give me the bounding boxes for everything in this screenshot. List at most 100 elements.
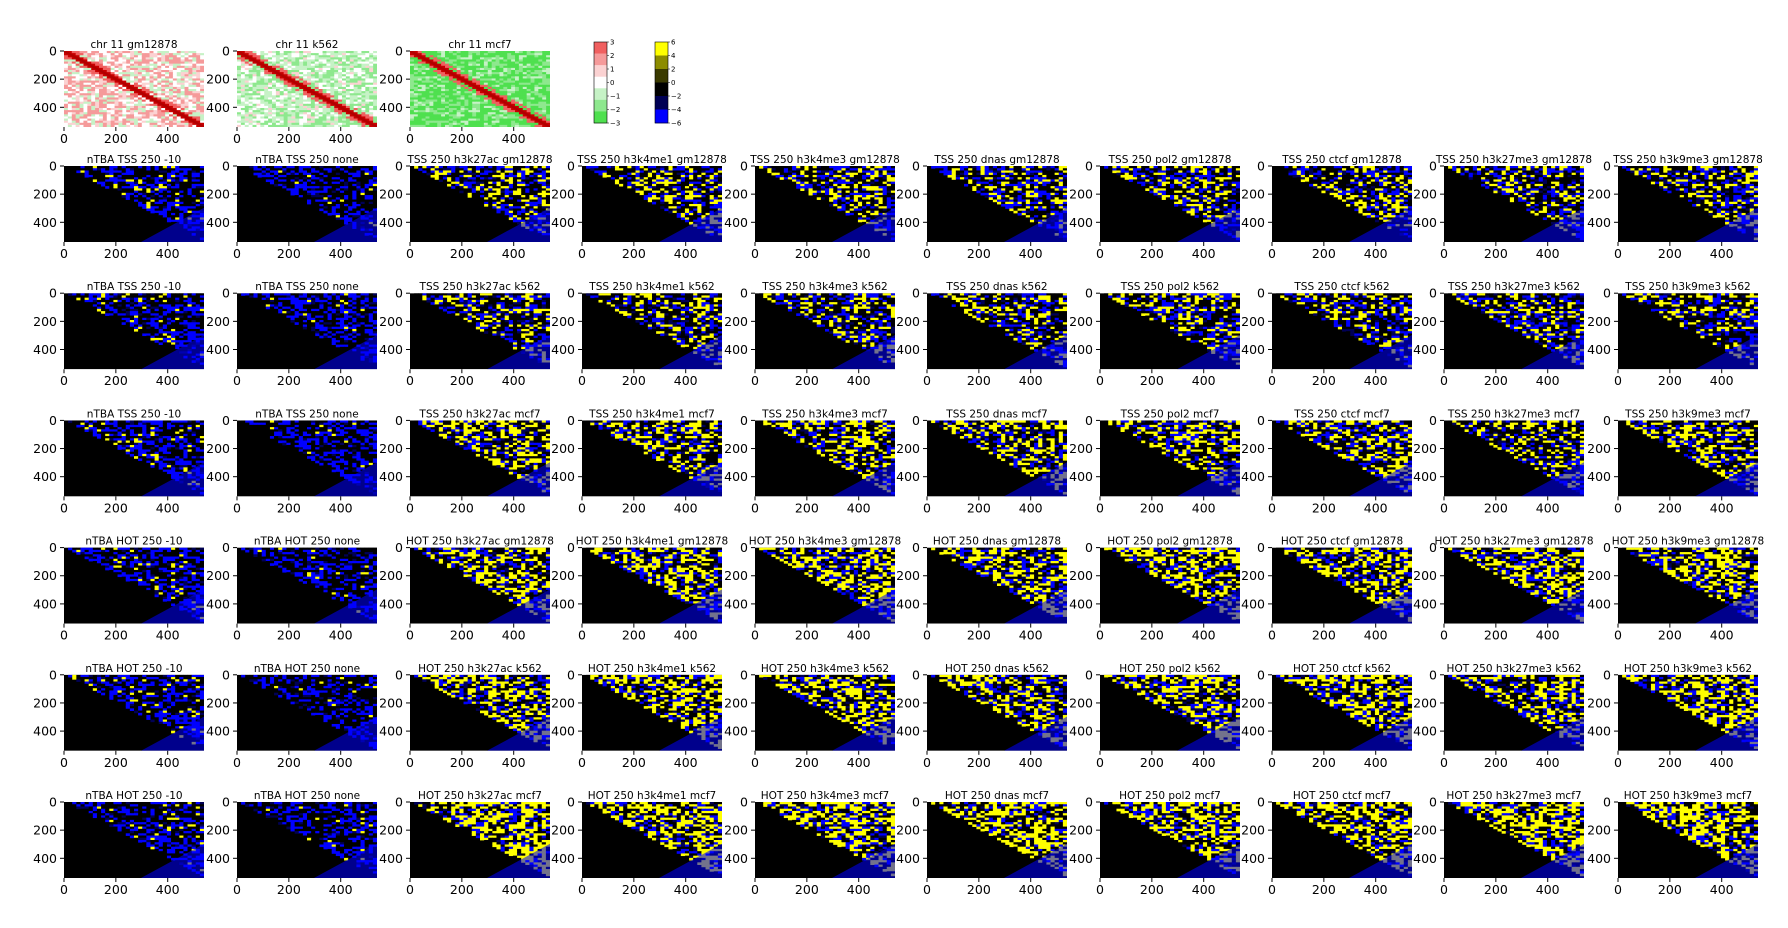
heatmap-cell	[464, 84, 469, 88]
heatmap-cell	[244, 57, 250, 60]
heatmap-cell	[373, 74, 377, 77]
heatmap-cell	[145, 76, 150, 79]
heatmap-cell	[331, 204, 337, 207]
heatmap-cell	[110, 74, 115, 77]
heatmap-cell	[448, 95, 454, 98]
heatmap-cell	[345, 51, 351, 54]
heatmap-cell	[165, 74, 170, 77]
heatmap-cell	[344, 208, 349, 212]
heatmap-cell	[196, 120, 201, 124]
heatmap-cell	[307, 78, 312, 81]
heatmap-cell	[91, 99, 96, 103]
heatmap-cell	[339, 192, 345, 196]
heatmap-cell	[456, 53, 461, 56]
heatmap-cell	[518, 51, 524, 54]
heatmap-cell	[353, 67, 358, 71]
heatmap-cell	[264, 57, 269, 60]
heatmap-cell	[200, 110, 204, 113]
heatmap-cell	[137, 84, 143, 88]
heatmap-cell	[307, 183, 312, 187]
heatmap-cell	[141, 103, 147, 107]
heatmap-cell	[106, 97, 112, 100]
heatmap-cell	[287, 63, 292, 67]
heatmap-cell	[183, 168, 188, 171]
heatmap-cell	[179, 206, 184, 209]
heatmap-cell	[109, 166, 114, 169]
heatmap-cell	[150, 197, 155, 200]
heatmap-cell	[248, 51, 253, 54]
heatmap-cell	[323, 201, 328, 205]
heatmap-cell	[368, 197, 374, 200]
heatmap-cell	[318, 124, 323, 127]
heatmap-cell	[122, 116, 127, 119]
heatmap-cell	[150, 166, 155, 169]
heatmap-cell	[196, 110, 201, 113]
heatmap-cell	[417, 118, 423, 122]
heatmap-cell	[433, 76, 438, 79]
heatmap-cell	[272, 112, 277, 115]
heatmap-cell	[106, 112, 112, 115]
heatmap-cell	[357, 55, 362, 58]
heatmap-cell	[483, 124, 489, 127]
heatmap-cell	[126, 55, 131, 58]
heatmap-cell	[413, 86, 419, 90]
heatmap-cell	[150, 179, 155, 183]
heatmap-cell	[295, 108, 300, 111]
heatmap-cell	[149, 80, 154, 84]
heatmap-cell	[310, 118, 316, 122]
heatmap-cell	[92, 179, 98, 183]
heatmap-cell	[256, 114, 261, 117]
heatmap-cell	[83, 59, 88, 62]
heatmap-cell	[274, 181, 279, 185]
heatmap-cell	[503, 124, 508, 127]
heatmap-cell	[331, 210, 337, 214]
heatmap-cell	[172, 89, 178, 92]
heatmap-cell	[331, 183, 337, 187]
heatmap-cell	[448, 120, 454, 124]
heatmap-cell	[542, 57, 547, 60]
heatmap-cell	[361, 112, 366, 115]
heatmap-cell	[141, 51, 147, 54]
heatmap-cell	[515, 105, 520, 109]
heatmap-cell	[99, 93, 104, 96]
heatmap-cell	[546, 65, 550, 69]
heatmap-cell	[137, 95, 143, 98]
heatmap-cell	[187, 208, 193, 212]
heatmap-cell	[511, 84, 516, 88]
heatmap-cell	[157, 114, 162, 117]
heatmap-cell	[166, 219, 172, 223]
heatmap-cell	[357, 74, 362, 77]
heatmap-cell	[87, 91, 92, 94]
heatmap-cell	[518, 70, 524, 73]
heatmap-cell	[180, 99, 185, 103]
heatmap-cell	[425, 78, 430, 81]
heatmap-cell	[542, 116, 547, 119]
heatmap-cell	[344, 197, 349, 200]
heatmap-cell	[360, 190, 366, 194]
heatmap-cell	[118, 82, 123, 86]
heatmap-cell	[149, 70, 154, 73]
heatmap-cell	[410, 65, 415, 69]
heatmap-cell	[437, 67, 442, 71]
heatmap-cell	[437, 61, 442, 65]
heatmap-cell	[102, 97, 108, 100]
heatmap-cell	[134, 179, 139, 183]
heatmap-cell	[244, 78, 250, 81]
heatmap-cell	[118, 67, 123, 71]
heatmap-cell	[330, 108, 335, 111]
heatmap-cell	[456, 118, 461, 122]
heatmap-cell	[91, 97, 96, 100]
heatmap-cell	[311, 183, 316, 187]
heatmap-cell	[248, 55, 253, 58]
heatmap-cell	[526, 53, 531, 56]
heatmap-cell	[87, 76, 92, 79]
heatmap-cell	[169, 51, 174, 54]
heatmap-cell	[318, 70, 323, 73]
heatmap-cell	[322, 120, 327, 124]
heatmap-cell	[142, 201, 147, 205]
heatmap-cell	[184, 61, 189, 65]
heatmap-cell	[294, 170, 300, 174]
heatmap-cell	[507, 51, 512, 54]
heatmap-cell	[307, 201, 312, 205]
heatmap-cell	[326, 80, 331, 84]
